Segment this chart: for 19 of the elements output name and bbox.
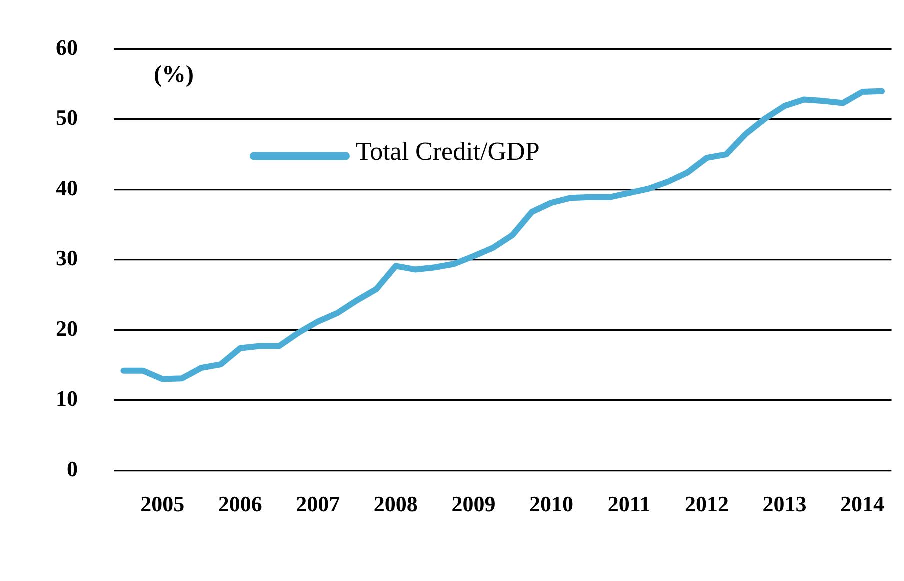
- y-tick-label: 20: [56, 316, 78, 341]
- x-tick-label: 2012: [685, 491, 730, 516]
- x-tick-label: 2006: [218, 491, 262, 516]
- x-tick-label: 2008: [374, 491, 418, 516]
- y-tick-label: 10: [56, 386, 78, 412]
- y-tick-label: 50: [56, 105, 78, 130]
- x-tick-label: 2014: [840, 491, 885, 516]
- x-tick-label: 2007: [296, 491, 340, 516]
- y-tick-label: 30: [56, 246, 78, 271]
- x-tick-label: 2013: [762, 491, 807, 516]
- x-tick-label: 2009: [452, 491, 496, 516]
- x-tick-label: 2011: [608, 491, 651, 516]
- y-tick-label: 60: [56, 34, 78, 60]
- x-tick-label: 2005: [140, 491, 185, 516]
- y-axis-title: (%): [154, 62, 194, 88]
- x-tick-label: 2010: [529, 491, 574, 516]
- y-tick-label: 40: [56, 175, 78, 200]
- legend-label: Total Credit/GDP: [356, 137, 540, 166]
- y-tick-label: 0: [67, 456, 78, 482]
